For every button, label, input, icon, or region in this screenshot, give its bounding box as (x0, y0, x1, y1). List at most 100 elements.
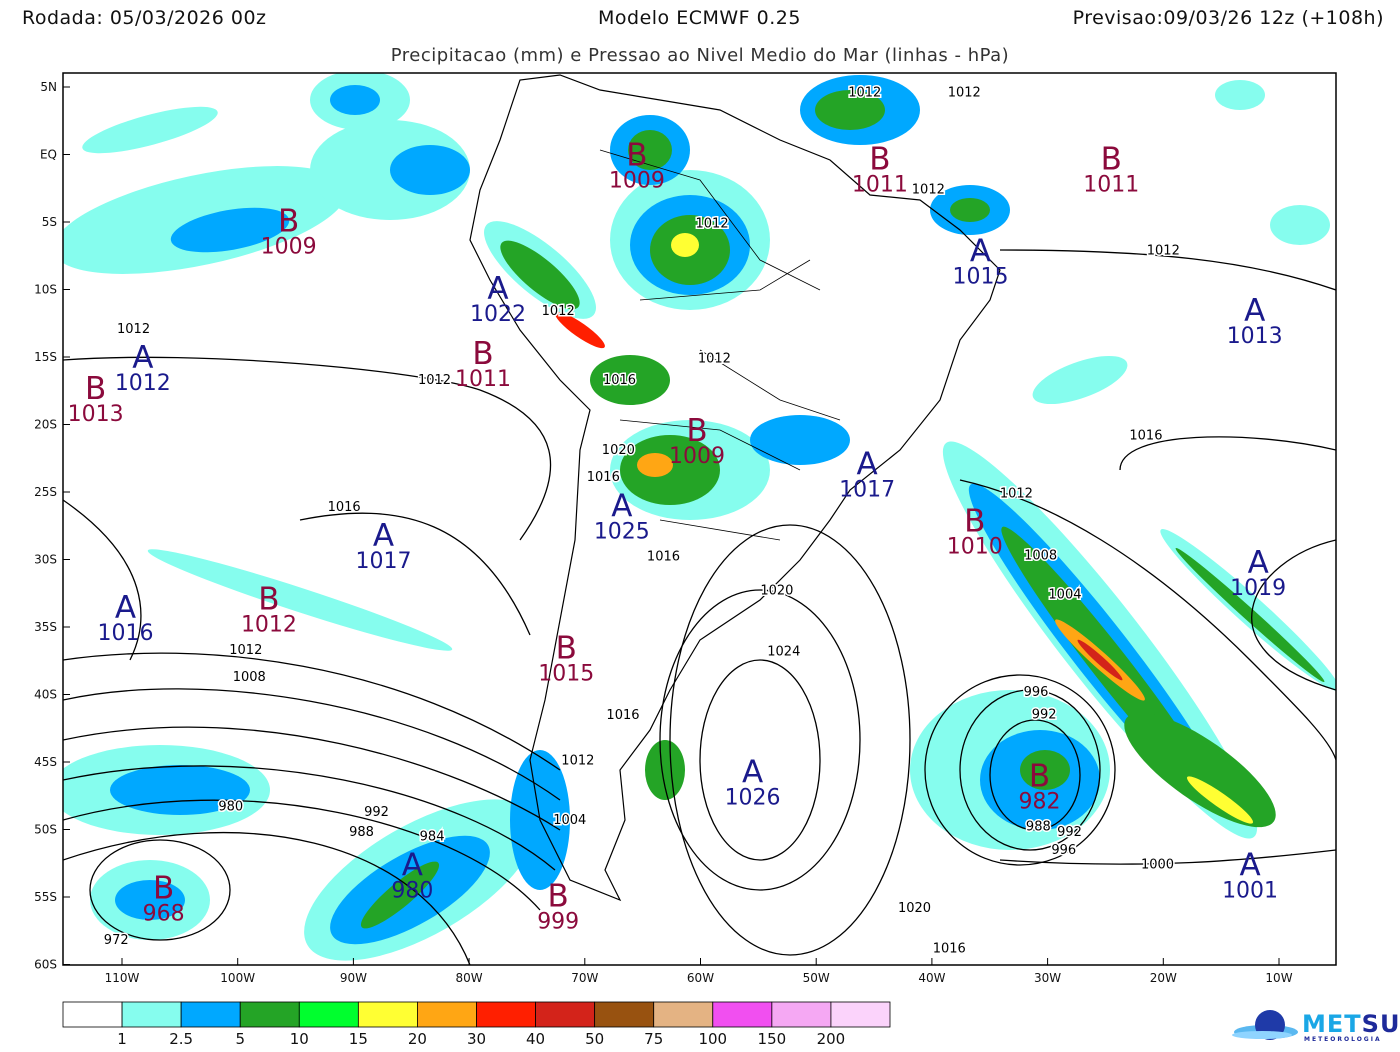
isobar-label: 1016 (647, 550, 680, 565)
lon-tick-label: 90W (340, 971, 367, 985)
pressure-center-value: 1001 (1222, 879, 1278, 904)
pressure-center-value: 1012 (241, 613, 297, 638)
isobar-label-group: 1020 (600, 442, 636, 460)
pressure-center-value: 1017 (355, 549, 411, 574)
isobar-label: 992 (1032, 708, 1057, 723)
isobar-label: 1012 (696, 216, 729, 231)
isobar-label-group: 1012 (416, 371, 452, 389)
lon-tick-label: 70W (571, 971, 598, 985)
colorbar-label: 5 (235, 1030, 245, 1048)
colorbar-swatch (771, 1001, 832, 1028)
isobar-label: 1000 (1141, 858, 1174, 873)
colorbar-label: 20 (408, 1030, 427, 1048)
colorbar-swatch (653, 1001, 714, 1028)
isobar-label: 996 (1051, 843, 1076, 858)
isobar-labels: 1012 1012 1012 1012 1012 1012 1012 1012 1012 1016… (102, 84, 1181, 958)
isobar-label: 1020 (898, 901, 931, 916)
isobar-label: 1008 (1024, 548, 1057, 563)
isobar-label-group: 1016 (645, 548, 681, 566)
lon-tick-label: 40W (918, 971, 945, 985)
pressure-center-value: 1010 (947, 534, 1003, 559)
low-pressure-letter: B (869, 142, 890, 178)
isobar-label-group: 1012 (910, 181, 946, 199)
lon-tick-label: 80W (456, 971, 483, 985)
colorbar-label: 150 (758, 1030, 787, 1048)
isobar-label-group: 980 (217, 798, 245, 816)
isobar-label: 1016 (603, 373, 636, 388)
pressure-center-value: 1012 (115, 371, 171, 396)
isobar-label-group: 1000 (1139, 856, 1175, 874)
forecast-time-label: Previsao:09/03/26 12z (+108h) (1072, 7, 1384, 29)
lat-tick-label: 40S (34, 688, 57, 702)
map-frame (62, 72, 1337, 966)
colorbar-label: 200 (817, 1030, 846, 1048)
isobar-label-group: 972 (102, 932, 130, 950)
precipitation-colorbar: 1 2.5 5 10 15 20 30 40 50 75 100 150 200 (62, 1001, 891, 1048)
isobar-label-group: 1012 (696, 350, 732, 368)
high-pressure-letter: A (611, 489, 632, 525)
pressure-center-value: 1011 (455, 367, 511, 392)
colorbar-swatch (830, 1001, 891, 1028)
isobar-label-group: 1012 (1145, 242, 1181, 260)
isobar-label: 1012 (229, 643, 262, 658)
pressure-center-value: 999 (537, 910, 579, 935)
isobar-label-group: 1012 (560, 752, 596, 770)
isobar-label: 1012 (561, 754, 594, 769)
isobar-label-group: 1012 (946, 84, 982, 102)
pressure-center-value: 968 (143, 902, 185, 927)
isobar-label: 1004 (1048, 588, 1081, 603)
pressure-center-value: 1009 (261, 235, 317, 260)
latitude-ticks: 5N EQ 5S 10S 15S 20S 25S 30S 35S 40S 45S 50S 55S 60S (34, 80, 70, 972)
pressure-center-value: 1015 (538, 661, 594, 686)
isobar-label-group: 1020 (896, 899, 932, 917)
globe-icon (1232, 1010, 1298, 1040)
isobar-label-group: 1016 (931, 940, 967, 958)
isobar-label: 1020 (602, 443, 635, 458)
pressure-center-value: 1009 (669, 444, 725, 469)
lon-tick-label: 20W (1150, 971, 1177, 985)
isobar-label-group: 992 (363, 803, 391, 821)
isobar-label: 1012 (418, 373, 451, 388)
isobar-label: 992 (1057, 825, 1082, 840)
isobar-label-group: 1004 (552, 812, 588, 830)
colorbar-label: 15 (349, 1030, 368, 1048)
isobar-label: 1008 (233, 670, 266, 685)
colorbar-swatch (239, 1001, 300, 1028)
lat-tick-label: 20S (34, 418, 57, 432)
run-time-label: Rodada: 05/03/2026 00z (22, 7, 267, 29)
lat-tick-label: 5N (40, 80, 57, 94)
metsul-logo: METSUL METEOROLOGIA (1232, 1008, 1400, 1048)
high-pressure-letter: A (487, 271, 508, 307)
low-pressure-letter: B (964, 503, 985, 539)
lat-tick-label: 45S (34, 755, 57, 769)
low-pressure-letter: B (1101, 142, 1122, 178)
isobar-label: 1004 (553, 813, 586, 828)
logo-text: METSUL (1302, 1010, 1400, 1038)
isobar-label: 1016 (606, 708, 639, 723)
isobar-label: 972 (104, 933, 129, 948)
isobar-label-group: 1008 (231, 668, 267, 686)
pressure-center-value: 1026 (725, 785, 781, 810)
isobar-layer (63, 249, 1336, 965)
high-pressure-letter: A (970, 233, 991, 269)
isobar-label: 988 (1026, 820, 1051, 835)
pressure-center-value: 1017 (839, 478, 895, 503)
isobar-label: 1012 (542, 304, 575, 319)
high-pressure-letter: A (1248, 545, 1269, 581)
isobar-label: 996 (1024, 685, 1049, 700)
isobar-label-group: 1012 (998, 485, 1034, 503)
isobar-label: 1024 (767, 644, 800, 659)
map-subtitle: Precipitacao (mm) e Pressao ao Nivel Med… (390, 45, 1010, 66)
isobar-label-group: 1024 (766, 643, 802, 661)
